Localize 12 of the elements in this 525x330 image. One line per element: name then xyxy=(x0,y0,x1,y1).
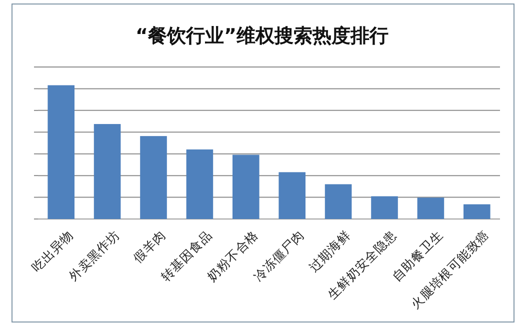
bar xyxy=(371,196,398,219)
x-tick-label: 假羊肉 xyxy=(130,227,168,266)
bar xyxy=(186,149,214,219)
bar xyxy=(278,172,306,219)
bar xyxy=(417,198,444,219)
bar xyxy=(140,136,167,219)
bar xyxy=(324,184,352,219)
chart-title: “餐饮行业”维权搜索热度排行 xyxy=(136,25,388,47)
bar xyxy=(232,154,260,219)
bar xyxy=(464,204,490,219)
bar xyxy=(94,124,121,219)
bar xyxy=(48,85,74,219)
